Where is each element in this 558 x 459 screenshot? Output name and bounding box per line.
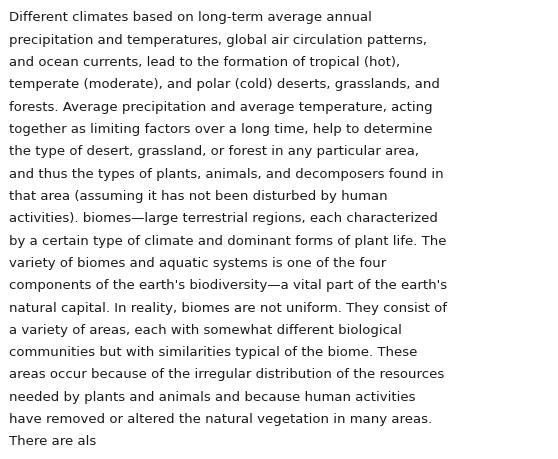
Text: have removed or altered the natural vegetation in many areas.: have removed or altered the natural vege… [9, 412, 432, 425]
Text: temperate (moderate), and polar (cold) deserts, grasslands, and: temperate (moderate), and polar (cold) d… [9, 78, 440, 91]
Text: variety of biomes and aquatic systems is one of the four: variety of biomes and aquatic systems is… [9, 256, 387, 269]
Text: activities). biomes—large terrestrial regions, each characterized: activities). biomes—large terrestrial re… [9, 212, 439, 225]
Text: precipitation and temperatures, global air circulation patterns,: precipitation and temperatures, global a… [9, 34, 427, 47]
Text: by a certain type of climate and dominant forms of plant life. The: by a certain type of climate and dominan… [9, 234, 447, 247]
Text: areas occur because of the irregular distribution of the resources: areas occur because of the irregular dis… [9, 368, 445, 381]
Text: forests. Average precipitation and average temperature, acting: forests. Average precipitation and avera… [9, 101, 433, 113]
Text: the type of desert, grassland, or forest in any particular area,: the type of desert, grassland, or forest… [9, 145, 420, 158]
Text: that area (assuming it has not been disturbed by human: that area (assuming it has not been dist… [9, 190, 388, 202]
Text: communities but with similarities typical of the biome. These: communities but with similarities typica… [9, 345, 418, 358]
Text: natural capital. In reality, biomes are not uniform. They consist of: natural capital. In reality, biomes are … [9, 301, 448, 314]
Text: and ocean currents, lead to the formation of tropical (hot),: and ocean currents, lead to the formatio… [9, 56, 401, 69]
Text: components of the earth's biodiversity—a vital part of the earth's: components of the earth's biodiversity—a… [9, 279, 448, 291]
Text: a variety of areas, each with somewhat different biological: a variety of areas, each with somewhat d… [9, 323, 402, 336]
Text: and thus the types of plants, animals, and decomposers found in: and thus the types of plants, animals, a… [9, 167, 444, 180]
Text: Different climates based on long-term average annual: Different climates based on long-term av… [9, 11, 372, 24]
Text: together as limiting factors over a long time, help to determine: together as limiting factors over a long… [9, 123, 433, 136]
Text: There are als: There are als [9, 434, 97, 448]
Text: needed by plants and animals and because human activities: needed by plants and animals and because… [9, 390, 416, 403]
